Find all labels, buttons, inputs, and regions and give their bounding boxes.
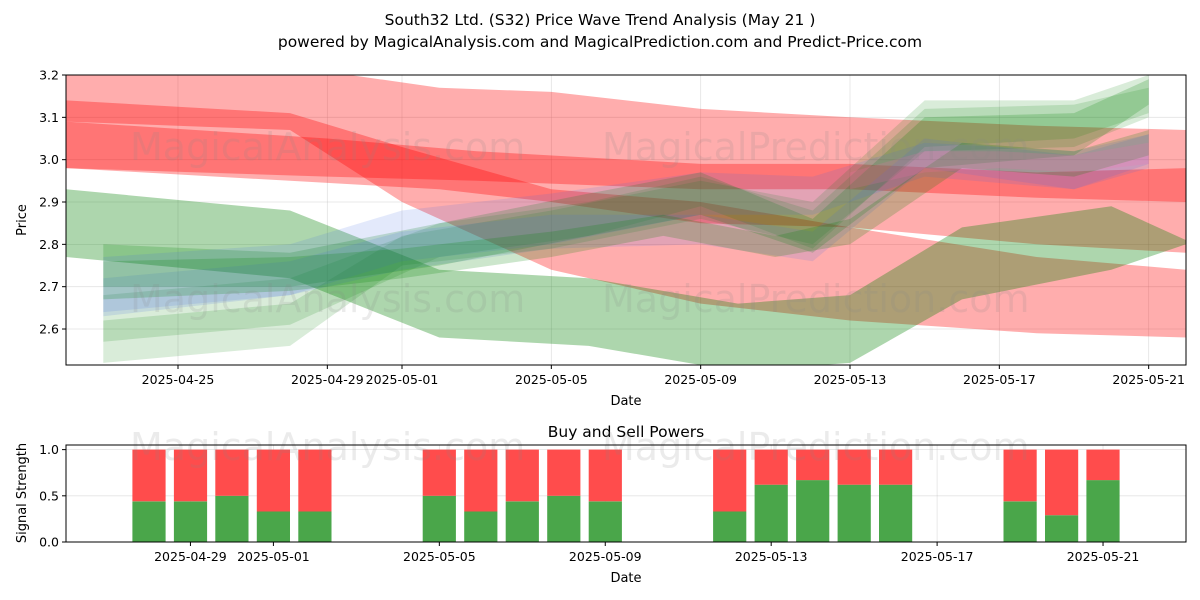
price-y-tick-label: 3.0	[39, 152, 59, 167]
sell-bar	[215, 449, 249, 496]
price-y-tick-label: 3.1	[39, 110, 59, 125]
price-band-6	[103, 75, 1149, 363]
price-y-tick-label: 3.2	[39, 68, 59, 83]
figure-title: South32 Ltd. (S32) Price Wave Trend Anal…	[385, 11, 816, 29]
buy-bar	[1003, 501, 1037, 542]
signal-chart: Buy and Sell Powers MagicalAnalysis.com …	[15, 423, 1187, 586]
signal-x-tick-label: 2025-05-05	[403, 549, 476, 564]
price-chart: MagicalAnalysis.com MagicalPrediction.co…	[15, 68, 1187, 409]
buy-bar	[256, 511, 290, 542]
price-x-axis-label: Date	[610, 394, 641, 409]
buy-bar	[298, 511, 332, 542]
signal-y-tick-label: 1.0	[39, 442, 59, 457]
sell-bar	[547, 449, 581, 496]
price-x-tick-label: 2025-05-09	[664, 372, 737, 387]
signal-x-tick-label: 2025-05-13	[735, 549, 808, 564]
price-y-axis: 2.6 2.7 2.8 2.9 3.0 3.1 3.2	[39, 68, 66, 337]
sell-bar	[1086, 449, 1120, 481]
signal-y-axis-label: Signal Strength	[15, 443, 30, 543]
price-x-tick-label: 2025-05-01	[366, 372, 439, 387]
price-x-tick-label: 2025-05-13	[814, 372, 887, 387]
price-band-0	[66, 75, 1186, 253]
signal-x-tick-label: 2025-05-09	[569, 549, 642, 564]
price-band-10	[850, 142, 1149, 190]
buy-bar	[547, 495, 581, 542]
price-y-axis-label: Price	[15, 204, 30, 236]
buy-bar	[879, 484, 913, 542]
buy-bar	[588, 501, 622, 542]
sell-bar	[505, 449, 539, 502]
figure-subtitle: powered by MagicalAnalysis.com and Magic…	[278, 33, 922, 51]
price-band-4	[103, 79, 1149, 287]
signal-plot-frame	[65, 444, 1187, 543]
signal-chart-title: Buy and Sell Powers	[548, 423, 705, 441]
sell-bar	[422, 449, 456, 496]
signal-x-tick-label: 2025-04-29	[154, 549, 227, 564]
sell-bar	[588, 449, 622, 502]
price-plot-frame	[65, 74, 1187, 366]
price-x-tick-label: 2025-04-25	[142, 372, 215, 387]
buy-bar	[132, 501, 166, 542]
sell-bar	[796, 449, 830, 481]
sell-bar	[754, 449, 788, 485]
price-band-5	[103, 87, 1149, 342]
buy-bar	[173, 501, 208, 542]
price-x-tick-label: 2025-05-17	[963, 372, 1036, 387]
buy-bar	[422, 495, 456, 542]
price-y-tick-label: 2.9	[39, 195, 59, 210]
signal-x-tick-label: 2025-05-21	[1067, 549, 1140, 564]
buy-bar	[1086, 480, 1120, 542]
sell-bar	[464, 449, 498, 512]
price-band-3	[66, 189, 1186, 365]
price-x-axis: 2025-04-25 2025-04-29 2025-05-01 2025-05-05…	[142, 365, 1185, 387]
price-x-tick-label: 2025-05-05	[515, 372, 588, 387]
signal-x-axis: 2025-04-29 2025-05-01 2025-05-05 2025-05-09…	[154, 542, 1139, 564]
watermark-analysis-top: MagicalAnalysis.com	[130, 125, 525, 169]
buy-bar	[215, 495, 249, 542]
sell-bar	[713, 449, 747, 512]
watermark-prediction-signal: MagicalPrediction.com	[602, 425, 1030, 469]
signal-bars	[132, 449, 1120, 542]
signal-y-tick-label: 0.5	[39, 488, 59, 503]
buy-bar	[796, 480, 830, 542]
buy-bar	[505, 501, 539, 542]
price-watermarks: MagicalAnalysis.com MagicalPrediction.co…	[130, 125, 1030, 321]
signal-x-axis-label: Date	[610, 571, 641, 586]
buy-bar	[754, 484, 788, 542]
price-band-8	[103, 134, 1149, 313]
price-gridlines	[66, 74, 1186, 365]
price-wave-bands	[66, 75, 1186, 365]
buy-bar	[837, 484, 871, 542]
watermark-analysis-signal: MagicalAnalysis.com	[130, 425, 525, 469]
price-y-tick-label: 2.8	[39, 237, 59, 252]
signal-x-tick-label: 2025-05-17	[901, 549, 974, 564]
watermark-analysis-bottom: MagicalAnalysis.com	[130, 277, 525, 321]
sell-bar	[256, 449, 290, 512]
sell-bar	[173, 449, 208, 502]
sell-bar	[1045, 449, 1079, 516]
signal-y-axis: 0.0 0.5 1.0	[39, 442, 66, 550]
price-x-tick-label: 2025-04-29	[291, 372, 364, 387]
price-band-1	[66, 100, 1186, 338]
signal-y-tick-label: 0.0	[39, 535, 59, 550]
price-band-7	[103, 134, 1149, 317]
price-band-2	[66, 121, 1186, 202]
buy-bar	[464, 511, 498, 542]
sell-bar	[298, 449, 332, 512]
price-y-tick-label: 2.6	[39, 322, 59, 337]
price-x-tick-label: 2025-05-21	[1112, 372, 1185, 387]
sell-bar	[1003, 449, 1037, 502]
sell-bar	[837, 449, 871, 485]
price-y-tick-label: 2.7	[39, 279, 59, 294]
buy-bar	[1045, 515, 1079, 542]
sell-bar	[879, 449, 913, 485]
watermark-prediction-top: MagicalPrediction.com	[602, 125, 1030, 169]
sell-bar	[132, 449, 166, 502]
signal-x-tick-label: 2025-05-01	[237, 549, 310, 564]
watermark-prediction-bottom: MagicalPrediction.com	[602, 277, 1030, 321]
buy-bar	[713, 511, 747, 542]
price-band-9	[103, 130, 1149, 300]
